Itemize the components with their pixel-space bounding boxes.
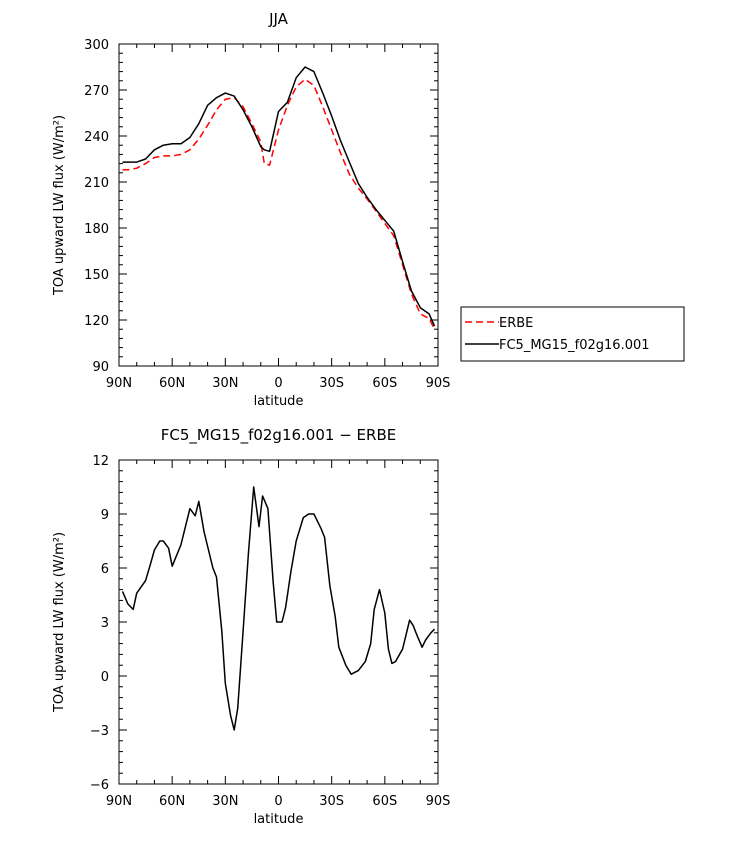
x-tick-label: 60N xyxy=(159,376,185,391)
y-tick-label: −6 xyxy=(90,778,109,793)
x-tick-label: 90S xyxy=(426,376,451,391)
chart-panel-top: JJA 90N 60N 30N 0 30S 60S 90S 90 120 150 180 210 240 2… xyxy=(52,10,685,409)
y-tick-label: 150 xyxy=(84,268,109,283)
y-tick-label: 3 xyxy=(101,616,109,631)
y-tick-label: 240 xyxy=(84,130,109,145)
y-tick-label: 270 xyxy=(84,84,109,99)
x-tick-label: 0 xyxy=(274,376,282,391)
series-line-difference xyxy=(121,486,436,731)
x-tick-label: 30N xyxy=(212,794,238,809)
series-line-fc5-mg15-f02g16-001 xyxy=(122,66,436,327)
chart-title: FC5_MG15_f02g16.001 − ERBE xyxy=(161,426,396,445)
x-tick-label: 90N xyxy=(106,376,132,391)
x-tick-label: 60S xyxy=(372,794,397,809)
x-tick-label: 0 xyxy=(274,794,282,809)
y-tick-label: 0 xyxy=(101,670,109,685)
x-tick-label: 30S xyxy=(319,794,344,809)
series-line-erbe xyxy=(122,78,436,330)
x-tick-label: 60S xyxy=(372,376,397,391)
y-axis-label: TOA upward LW flux (W/m²) xyxy=(52,115,67,296)
y-axis-label: TOA upward LW flux (W/m²) xyxy=(52,532,67,713)
x-tick-label: 30S xyxy=(319,376,344,391)
y-tick-label: 120 xyxy=(84,314,109,329)
legend-label: FC5_MG15_f02g16.001 xyxy=(499,338,650,353)
x-axis-label: latitude xyxy=(254,812,304,827)
legend-box xyxy=(460,306,685,362)
y-tick-label: 180 xyxy=(84,222,109,237)
x-tick-label: 60N xyxy=(159,794,185,809)
legend: ERBE FC5_MG15_f02g16.001 xyxy=(460,306,685,362)
chart-panel-bottom: FC5_MG15_f02g16.001 − ERBE 90N 60N 30N 0 30S 6… xyxy=(52,426,450,827)
y-tick-label: 300 xyxy=(84,38,109,53)
y-tick-label: 210 xyxy=(84,176,109,191)
chart-title: JJA xyxy=(268,10,289,28)
y-tick-label: 12 xyxy=(92,454,109,469)
plot-frame xyxy=(118,43,439,367)
x-axis-label: latitude xyxy=(254,394,304,409)
legend-label: ERBE xyxy=(499,316,533,331)
x-tick-label: 90S xyxy=(426,794,451,809)
y-tick-label: 90 xyxy=(92,360,109,375)
y-tick-label: −3 xyxy=(90,724,109,739)
y-tick-label: 6 xyxy=(101,562,109,577)
x-tick-label: 30N xyxy=(212,376,238,391)
y-tick-label: 9 xyxy=(101,508,109,523)
x-tick-label: 90N xyxy=(106,794,132,809)
